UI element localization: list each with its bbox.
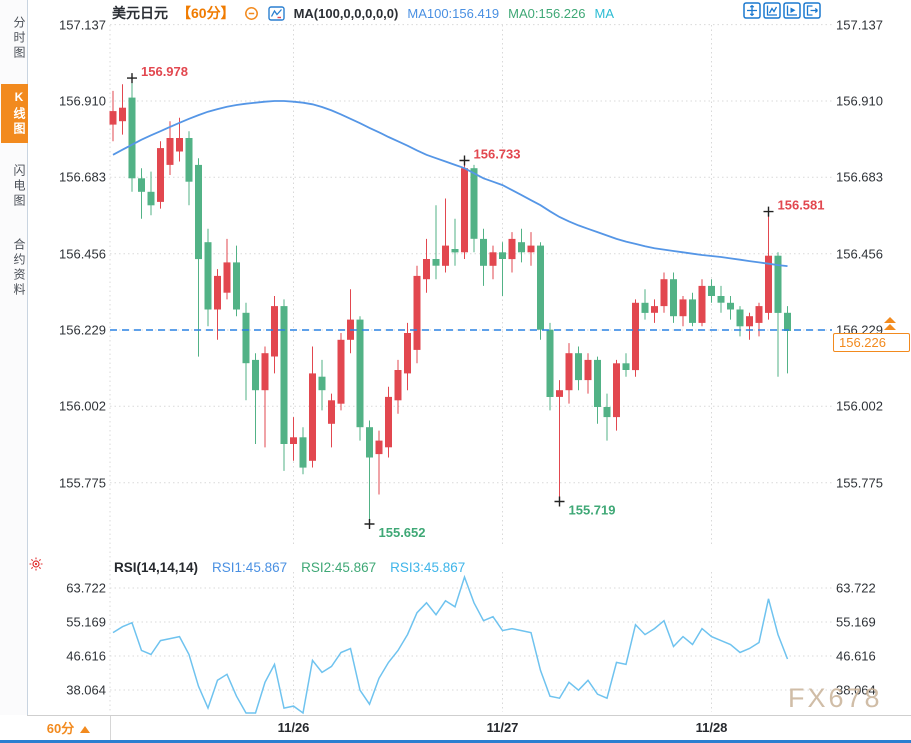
date-tick-label: 11/28 xyxy=(695,720,728,735)
svg-text:156.581: 156.581 xyxy=(778,198,825,213)
rsi-axis-label: 55.169 xyxy=(66,614,106,630)
price-up-arrows-icon xyxy=(884,317,896,331)
current-price-badge: 156.226 xyxy=(833,333,910,352)
rsi-axis-label: 63.722 xyxy=(66,580,106,596)
price-axis-label: 156.910 xyxy=(59,93,106,109)
interval-tag: 【60分】 xyxy=(177,5,235,21)
rsi-axis-label: 38.064 xyxy=(836,682,876,698)
sidebar-tab-lightning-chart[interactable]: 闪电图 xyxy=(12,164,26,209)
price-axis-label: 155.775 xyxy=(836,475,883,491)
price-axis-label: 156.002 xyxy=(836,398,883,414)
rsi-indicator-label: RSI(14,14,14) xyxy=(114,560,199,575)
svg-text:155.719: 155.719 xyxy=(569,503,616,518)
price-axis-label: 156.683 xyxy=(836,169,883,185)
price-axis-label: 156.002 xyxy=(59,398,106,414)
interval-selector[interactable]: 60分 xyxy=(27,716,111,741)
interval-caret-icon xyxy=(80,726,91,734)
chart-type-sidebar: 分时图 K线图 闪电图 合约资料 xyxy=(0,0,28,715)
svg-text:156.978: 156.978 xyxy=(141,64,188,79)
chart-toolbar xyxy=(743,2,821,19)
price-axis-label: 156.456 xyxy=(836,246,883,262)
indicator-label: MA(100,0,0,0,0,0) xyxy=(293,5,399,21)
price-axis-label: 156.910 xyxy=(836,93,883,109)
svg-text:156.733: 156.733 xyxy=(474,147,521,162)
rsi-axis-label: 63.722 xyxy=(836,580,876,596)
rsi-axis-label: 38.064 xyxy=(66,682,106,698)
price-axis-label: 157.137 xyxy=(836,17,883,33)
ma-label: MA xyxy=(594,5,615,21)
price-axis-label: 156.229 xyxy=(59,322,106,338)
sidebar-tab-candle-chart[interactable]: K线图 xyxy=(1,84,28,143)
price-axis-label: 155.775 xyxy=(59,475,106,491)
indicator-chart-icon[interactable] xyxy=(267,5,285,21)
price-axis-label: 156.456 xyxy=(59,246,106,262)
ma0-value-label: MA0:156.226 xyxy=(508,5,586,21)
price-axis-right: 157.137 156.910 156.683 156.456 156.229 156.0… xyxy=(836,0,908,715)
symbol-title: 美元日元 xyxy=(112,5,168,21)
ma100-value-label: MA100:156.419 xyxy=(407,5,500,21)
rsi-axis-label: 46.616 xyxy=(836,648,876,664)
collapse-indicator-icon[interactable] xyxy=(244,6,259,21)
price-axis-label: 156.683 xyxy=(59,169,106,185)
svg-text:155.652: 155.652 xyxy=(379,525,426,540)
bottom-accent-bar xyxy=(0,740,911,743)
rsi3-value-label: RSI3:45.867 xyxy=(390,560,466,575)
date-tick-label: 11/27 xyxy=(486,720,519,735)
chart-header: 美元日元 【60分】 MA(100,0,0,0,0,0) MA100:156.4… xyxy=(112,3,614,23)
rsi1-value-label: RSI1:45.867 xyxy=(212,560,288,575)
axis-play-chart-icon[interactable] xyxy=(783,2,801,19)
rsi2-value-label: RSI2:45.867 xyxy=(301,560,377,575)
exit-right-icon[interactable] xyxy=(803,2,821,19)
interval-label: 60分 xyxy=(46,721,75,736)
move-crosshair-icon[interactable] xyxy=(743,2,761,19)
rsi-axis-label: 55.169 xyxy=(836,614,876,630)
rsi-settings-sun-icon[interactable] xyxy=(28,556,44,572)
sidebar-tab-time-chart[interactable]: 分时图 xyxy=(12,16,26,61)
sidebar-tab-contract-info[interactable]: 合约资料 xyxy=(12,238,26,298)
rsi-axis-label: 46.616 xyxy=(66,648,106,664)
axis-zoom-chart-icon[interactable] xyxy=(763,2,781,19)
rsi-header: RSI(14,14,14) RSI1:45.867 RSI2:45.867 RS… xyxy=(114,560,465,575)
date-tick-label: 11/26 xyxy=(277,720,310,735)
time-axis: 60分 11/26 11/27 11/28 xyxy=(27,715,911,741)
price-axis-left: 157.137 156.910 156.683 156.456 156.229 156.0… xyxy=(30,0,106,715)
fx678-watermark: FX678 xyxy=(788,683,883,713)
price-axis-label: 157.137 xyxy=(59,17,106,33)
